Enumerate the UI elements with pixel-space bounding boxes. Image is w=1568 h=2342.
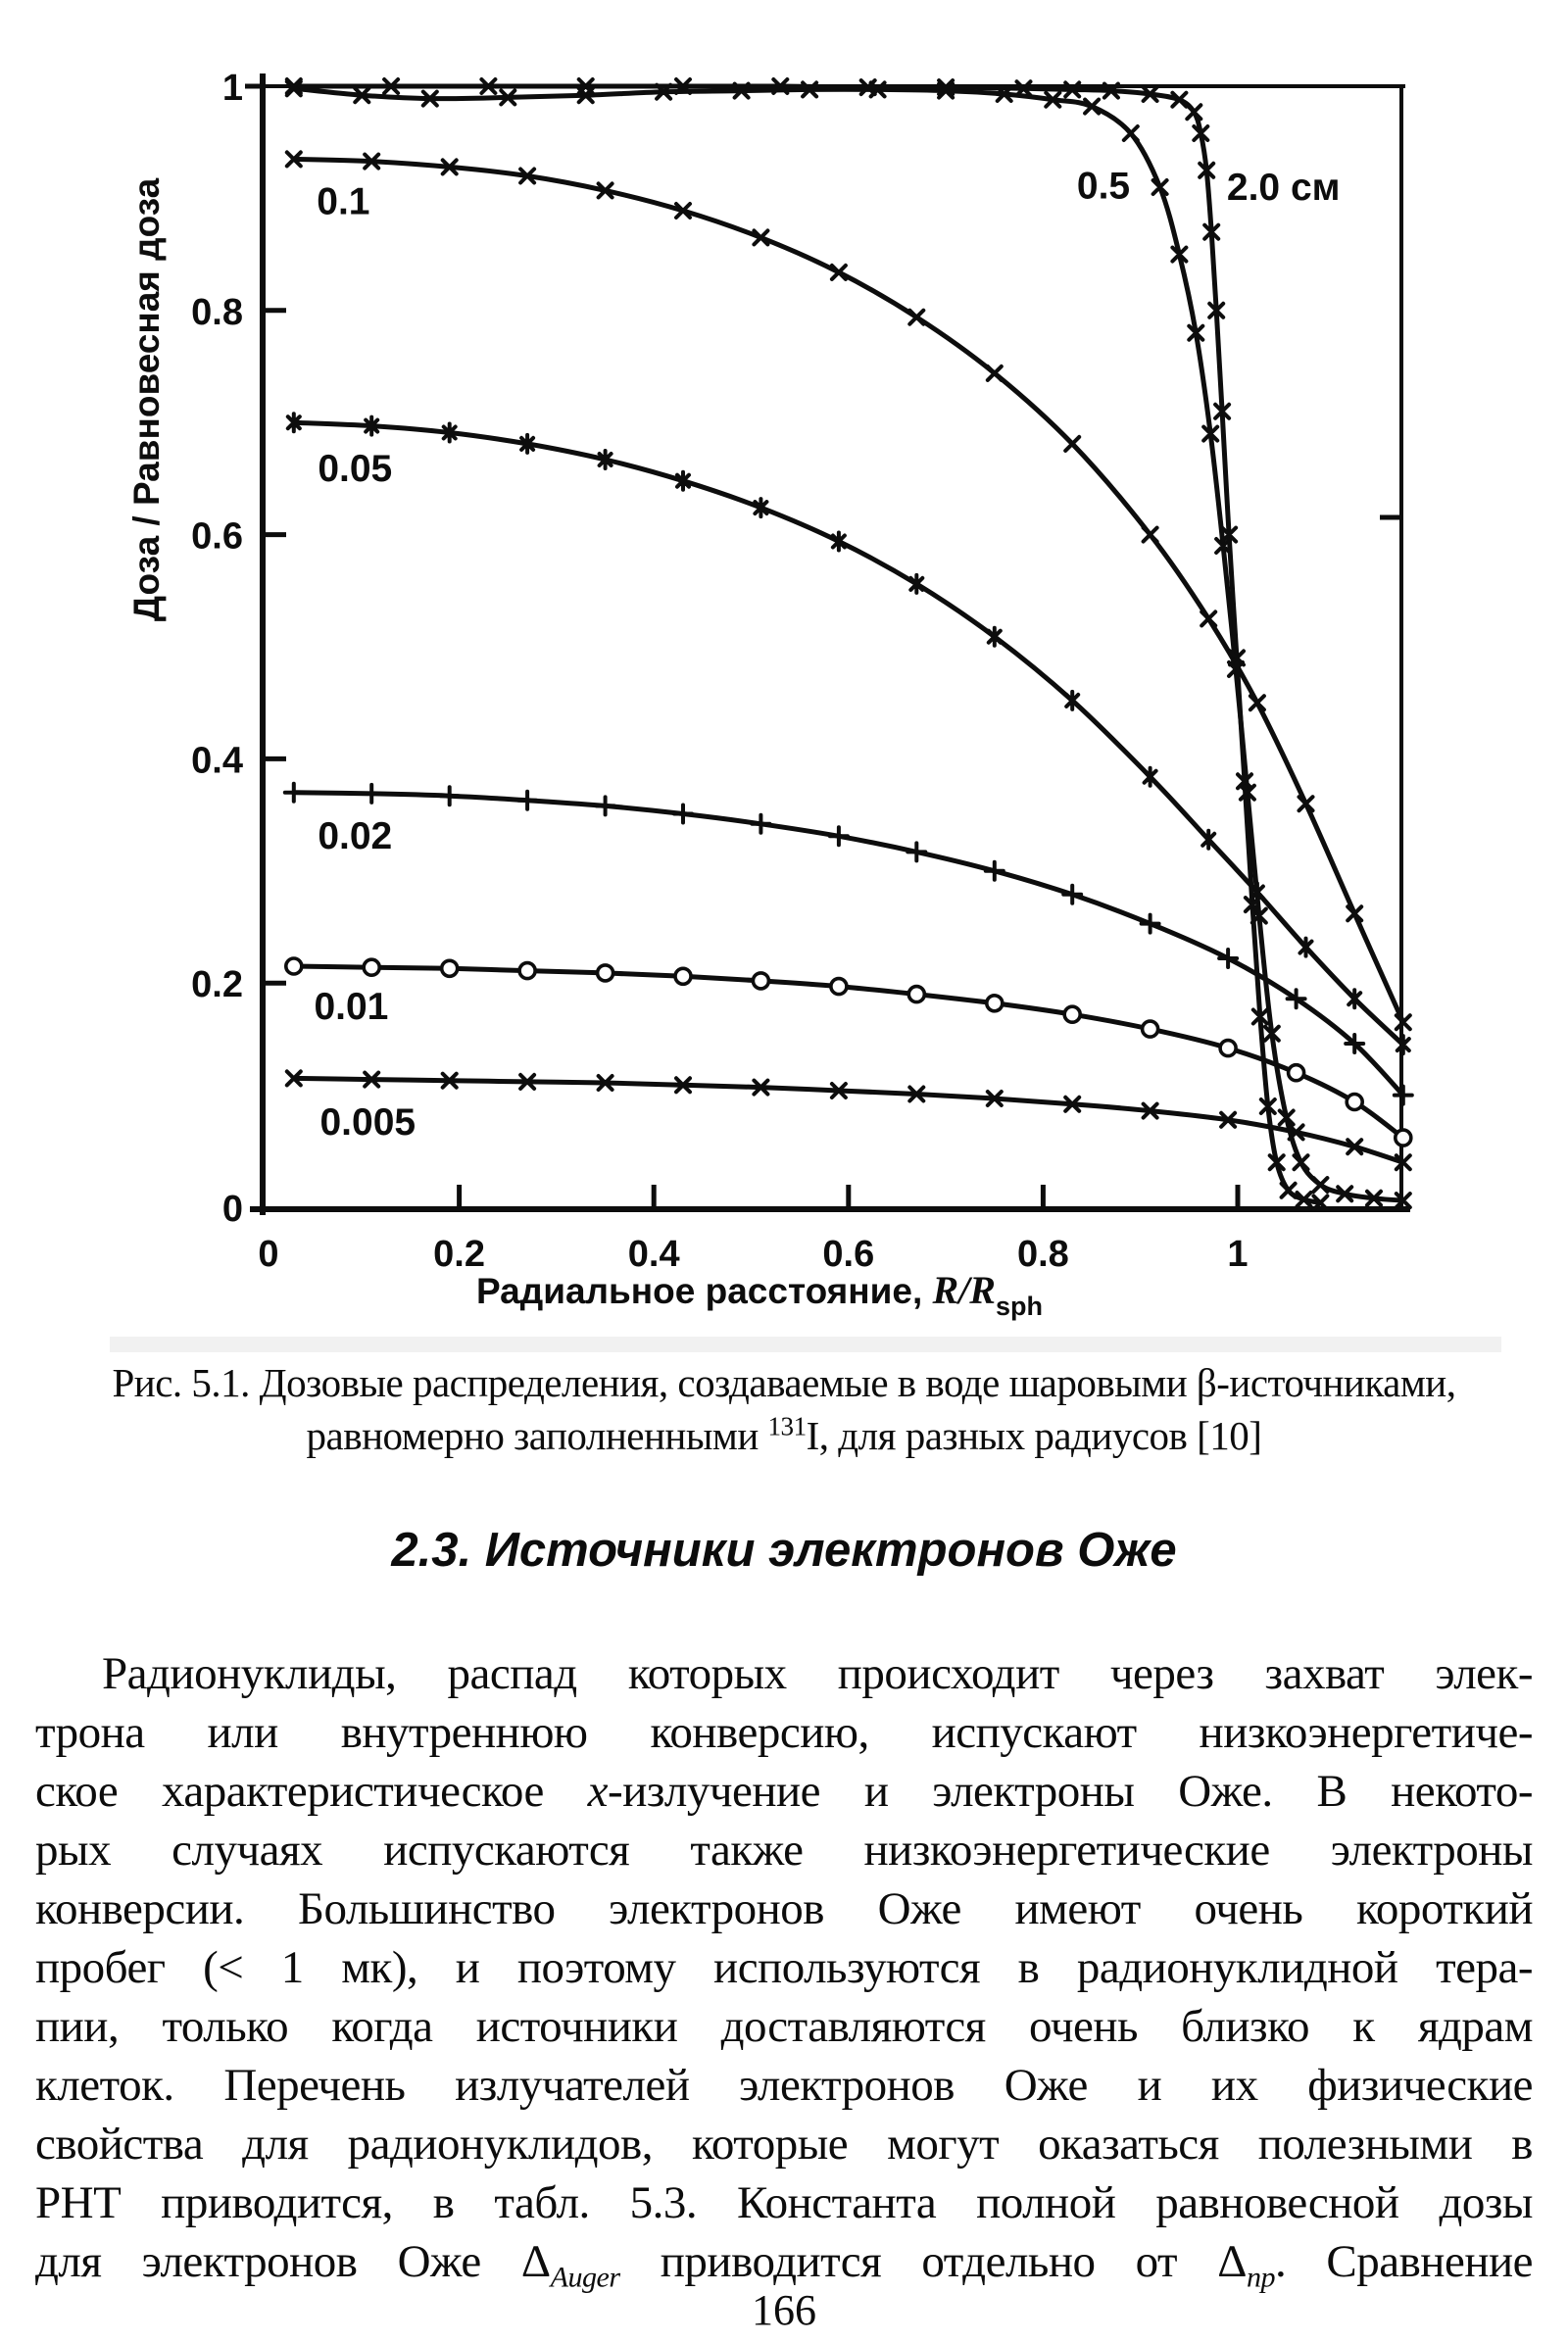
text-segment: I, для разных радиусов [10] bbox=[806, 1413, 1262, 1458]
y-tick-label: 0 bbox=[222, 1189, 243, 1230]
circle-marker bbox=[1140, 1019, 1160, 1039]
plus-markers bbox=[282, 781, 1414, 1106]
circle-marker bbox=[751, 971, 771, 991]
text-segment: трона или внутреннюю конверсию, испускаю… bbox=[35, 1707, 1534, 1758]
circle-marker bbox=[1218, 1038, 1238, 1058]
y-axis-title: Доза / Равновесная доза bbox=[126, 177, 167, 621]
curve-label: 0.05 bbox=[318, 448, 392, 490]
text-segment: Auger bbox=[550, 2260, 621, 2294]
text-segment: клеток. Перечень излучателей электронов … bbox=[35, 2060, 1534, 2111]
body-paragraph: Радионуклиды, распад которых происходит … bbox=[35, 1644, 1534, 2291]
curve-label: 0.5 bbox=[1077, 166, 1130, 208]
series-0.02 bbox=[282, 781, 1414, 1106]
section-heading: 2.3. Источники электронов Оже bbox=[391, 1524, 1177, 1577]
circle-marker bbox=[362, 957, 382, 978]
text-segment: Δ bbox=[1217, 2236, 1247, 2287]
y-tick-label: 0.6 bbox=[191, 516, 243, 558]
circle-marker bbox=[984, 993, 1004, 1013]
text-segment: np bbox=[1246, 2260, 1276, 2294]
x-tick-label: 0.2 bbox=[433, 1234, 485, 1275]
text-segment: . Сравнение bbox=[1275, 2236, 1533, 2287]
y-tick-label: 0.2 bbox=[191, 964, 243, 1005]
circle-marker bbox=[517, 960, 537, 981]
series-curve bbox=[291, 419, 1406, 1048]
page-number: 166 bbox=[752, 2286, 816, 2334]
figure-5-1: 0 0.2 0.4 0.6 0.8 1 0 0.2 0.4 0.6 0.8 1 0.1 0.05 0.02 0… bbox=[126, 68, 1414, 1321]
x-tick-label: 0.8 bbox=[1017, 1234, 1069, 1275]
y-tick-label: 1 bbox=[222, 68, 243, 109]
series-curve bbox=[291, 1075, 1406, 1165]
body-line: трона или внутреннюю конверсию, испускаю… bbox=[35, 1703, 1534, 1762]
body-line: Радионуклиды, распад которых происходит … bbox=[35, 1644, 1534, 1703]
body-line: пии, только когда источники доставляются… bbox=[35, 1997, 1534, 2056]
y-tick-label: 0.8 bbox=[191, 292, 243, 333]
body-line: РНТ приводится, в табл. 5.3. Константа п… bbox=[35, 2173, 1534, 2232]
x-markers bbox=[284, 77, 1330, 1212]
text-segment: ское характеристическое bbox=[35, 1766, 588, 1817]
y-tick-label: 0.4 bbox=[191, 740, 243, 781]
body-line: ское характеристическое х-излучение и эл… bbox=[35, 1762, 1534, 1821]
body-line: клеток. Перечень излучателей электронов … bbox=[35, 2056, 1534, 2115]
circle-marker bbox=[595, 963, 615, 983]
series-0.005 bbox=[284, 1069, 1412, 1172]
series-curve bbox=[291, 83, 1323, 1205]
dose-distribution-chart: 0 0.2 0.4 0.6 0.8 1 0 0.2 0.4 0.6 0.8 1 0.1 0.05 0.02 0… bbox=[126, 68, 1414, 1321]
series-0.01 bbox=[283, 956, 1413, 1147]
text-segment: пии, только когда источники доставляются… bbox=[35, 2001, 1534, 2052]
x-axis-title: Радиальное расстояние, R/Rsph bbox=[476, 1268, 1043, 1321]
circle-marker bbox=[673, 966, 693, 987]
series-curve bbox=[291, 85, 1406, 1203]
series-curve bbox=[291, 156, 1406, 1025]
figure-caption-line2: равномерно заполненными 131I, для разных… bbox=[29, 1411, 1539, 1460]
circle-marker bbox=[283, 956, 304, 976]
x-tick-label: 0.6 bbox=[822, 1234, 874, 1275]
body-line: свойства для радионуклидов, которые могу… bbox=[35, 2115, 1534, 2173]
x-tick-label: 1 bbox=[1227, 1234, 1248, 1275]
curve-label: 2.0 см bbox=[1227, 167, 1341, 209]
text-segment: 131 bbox=[767, 1411, 808, 1441]
circle-marker bbox=[439, 958, 460, 979]
text-segment: -излучение и электроны Оже. В некото- bbox=[608, 1766, 1534, 1817]
body-line: рых случаях испускаются также низкоэнерг… bbox=[35, 1821, 1534, 1879]
x-markers bbox=[284, 1069, 1412, 1172]
body-line: конверсии. Большинство электронов Оже им… bbox=[35, 1879, 1534, 1938]
circle-marker bbox=[1345, 1092, 1364, 1112]
curve-label: 0.005 bbox=[319, 1101, 416, 1144]
text-segment: свойства для радионуклидов, которые могу… bbox=[35, 2119, 1534, 2170]
curve-label: 0.01 bbox=[314, 986, 388, 1028]
series-0.5 bbox=[284, 79, 1412, 1210]
circle-marker bbox=[1062, 1004, 1082, 1024]
x-markers bbox=[284, 150, 1412, 1032]
body-line: для электронов Оже ΔAuger приводится отд… bbox=[35, 2232, 1533, 2291]
text-segment: Радионуклиды, распад которых происходит … bbox=[102, 1648, 1534, 1699]
circle-marker bbox=[906, 984, 927, 1004]
circle-marker bbox=[829, 976, 849, 997]
x-markers bbox=[284, 79, 1412, 1210]
x-tick-label: 0.4 bbox=[628, 1234, 680, 1275]
text-segment: РНТ приводится, в табл. 5.3. Константа п… bbox=[35, 2177, 1534, 2228]
body-line: пробег (< 1 мк), и поэтому используются … bbox=[35, 1938, 1534, 1997]
scan-artifact-band bbox=[110, 1337, 1501, 1352]
circle-marker bbox=[1286, 1062, 1306, 1083]
series-2.0 см bbox=[284, 77, 1330, 1212]
text-segment: х bbox=[587, 1766, 609, 1817]
x-tick-label: 0 bbox=[258, 1234, 278, 1275]
text-segment: приводится отдельно от bbox=[619, 2236, 1218, 2287]
text-segment: равномерно заполненными bbox=[306, 1413, 768, 1458]
text-segment: пробег (< 1 мк), и поэтому используются … bbox=[35, 1942, 1534, 1993]
series-0.1 bbox=[284, 150, 1412, 1032]
circle-marker bbox=[1394, 1128, 1413, 1147]
curve-label: 0.1 bbox=[317, 181, 369, 223]
series-curve bbox=[291, 963, 1406, 1141]
curve-label: 0.02 bbox=[318, 815, 392, 857]
text-segment: конверсии. Большинство электронов Оже им… bbox=[35, 1883, 1534, 1934]
text-segment: для электронов Оже bbox=[35, 2236, 521, 2287]
figure-caption-line1: Рис. 5.1. Дозовые распределения, создава… bbox=[112, 1360, 1456, 1405]
text-segment: Δ bbox=[520, 2236, 551, 2287]
text-segment: рых случаях испускаются также низкоэнерг… bbox=[35, 1825, 1534, 1876]
